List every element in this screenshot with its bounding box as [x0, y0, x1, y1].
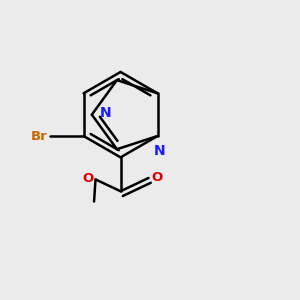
Text: O: O	[152, 172, 163, 184]
Text: O: O	[82, 172, 94, 185]
Text: Br: Br	[31, 130, 48, 142]
Text: N: N	[100, 106, 111, 120]
Text: N: N	[154, 144, 166, 158]
